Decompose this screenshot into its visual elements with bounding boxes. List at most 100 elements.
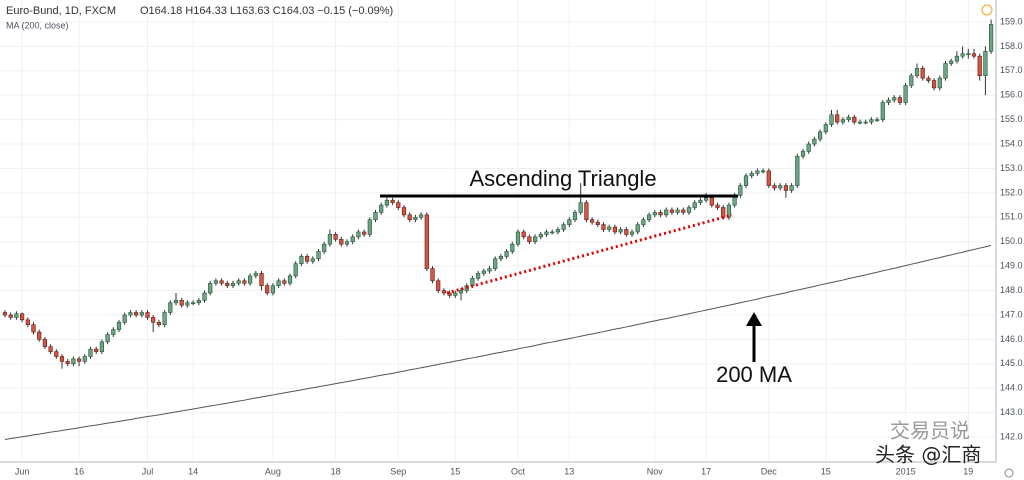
y-tick-label: 148.0 — [1000, 285, 1023, 295]
candle-body — [71, 358, 76, 365]
candle-body — [219, 280, 224, 284]
candle-body — [755, 170, 760, 174]
x-tick-label: Dec — [761, 466, 778, 476]
candle-body — [675, 209, 680, 213]
candle-body — [857, 121, 863, 124]
candle-body — [287, 275, 293, 284]
candle-body — [681, 209, 686, 213]
candle-body — [265, 285, 270, 294]
candle-body — [134, 312, 139, 316]
indicator: MA (200, close) — [6, 20, 69, 30]
candle-body — [686, 207, 692, 213]
candle-body — [54, 351, 59, 357]
candle-body — [475, 273, 481, 279]
candle-body — [966, 53, 971, 56]
candle-body — [37, 331, 42, 340]
y-tick-label: 142.0 — [1000, 431, 1023, 441]
candle-body — [880, 102, 885, 120]
candle-body — [373, 212, 378, 221]
candle-body — [646, 214, 652, 221]
x-tick-label: Jun — [15, 466, 30, 476]
candle-body — [208, 282, 213, 294]
candle-body — [436, 280, 441, 291]
candle-body — [316, 251, 321, 260]
candle-body — [886, 99, 891, 103]
candle-body — [874, 119, 880, 121]
candle-body — [607, 226, 612, 230]
y-tick-label: 147.0 — [1000, 309, 1023, 319]
x-tick-label: Nov — [647, 466, 664, 476]
candle-body — [82, 356, 87, 362]
candle-body — [703, 197, 709, 201]
candle-body — [937, 77, 942, 89]
candle-body — [852, 116, 857, 123]
candle-body — [105, 334, 110, 343]
candle-body — [191, 302, 196, 305]
candle-body — [954, 55, 959, 62]
candle-body — [111, 329, 116, 335]
x-tick-label: 14 — [188, 466, 198, 476]
candle-body — [612, 226, 617, 233]
candle-body — [173, 300, 179, 304]
candle-body — [390, 199, 395, 203]
candle-body — [766, 170, 771, 186]
x-tick-label: 19 — [963, 466, 973, 476]
arrow-head — [746, 312, 762, 326]
candle-body — [128, 312, 133, 316]
candles — [2, 19, 994, 369]
candle-body — [299, 256, 304, 264]
candle-body — [259, 273, 264, 286]
candle-body — [367, 219, 372, 235]
candle-body — [795, 155, 800, 186]
candle-body — [350, 236, 355, 243]
candle-body — [800, 151, 806, 157]
candle-body — [538, 234, 543, 238]
candle-body — [202, 292, 207, 301]
candle-body — [555, 229, 560, 233]
candle-body — [185, 302, 190, 306]
candle-body — [624, 229, 629, 235]
y-tick-label: 149.0 — [1000, 261, 1023, 271]
candle-body — [48, 346, 53, 352]
candle-body — [806, 143, 811, 152]
y-tick-label: 144.0 — [1000, 383, 1023, 393]
candle-body — [19, 313, 25, 321]
info-icon[interactable] — [981, 4, 993, 16]
candle-body — [25, 319, 30, 326]
candle-body — [721, 207, 726, 218]
candle-body — [584, 202, 589, 221]
candle-body — [498, 256, 504, 260]
candle-body — [236, 280, 241, 284]
candle-body — [567, 219, 572, 225]
candle-body — [949, 60, 954, 64]
candle-body — [213, 280, 219, 284]
candle-body — [139, 312, 144, 316]
candle-body — [441, 290, 447, 294]
candle-body — [230, 282, 236, 286]
candle-body — [384, 199, 390, 206]
candle-body — [778, 185, 783, 189]
candle-body — [903, 85, 908, 103]
candle-body — [863, 121, 868, 124]
ma-label: 200 MA — [716, 362, 792, 387]
candle-body — [242, 280, 247, 284]
candle-body — [664, 209, 669, 216]
candle-body — [572, 212, 578, 221]
watermark: 头条 @汇商 — [875, 443, 981, 467]
candle-body — [282, 280, 287, 284]
candle-body — [709, 197, 714, 206]
candle-body — [65, 361, 70, 365]
candle-body — [578, 202, 583, 213]
candle-body — [151, 317, 156, 323]
ma-line — [4, 244, 992, 440]
y-tick-label: 157.0 — [1000, 65, 1023, 75]
settings-icon[interactable] — [1004, 468, 1014, 478]
candle-body — [635, 224, 640, 233]
candle-body — [960, 53, 965, 57]
y-tick-label: 145.0 — [1000, 358, 1023, 368]
candle-body — [453, 292, 458, 296]
y-tick-label: 152.0 — [1000, 187, 1023, 197]
candle-body — [339, 238, 344, 245]
candle-body — [162, 312, 167, 326]
